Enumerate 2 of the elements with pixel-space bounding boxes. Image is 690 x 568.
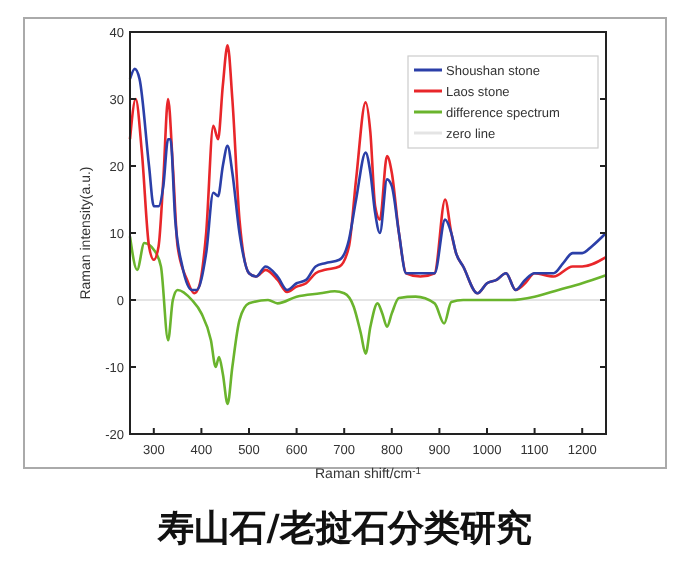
text: 寿山石/老挝石分类研究 [156,508,532,550]
line-series [128,235,608,406]
